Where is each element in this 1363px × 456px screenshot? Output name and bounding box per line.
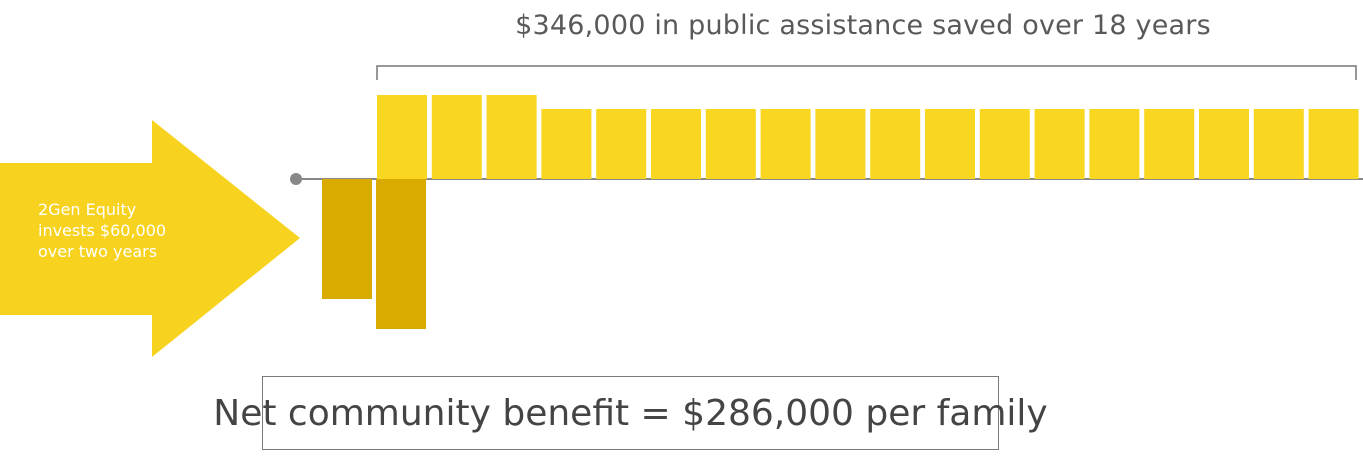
savings-bracket [376, 65, 1357, 80]
savings-bar [815, 109, 866, 179]
arrow-label-line-1: 2Gen Equity [38, 200, 137, 219]
savings-bar [1199, 109, 1249, 179]
savings-bar [760, 109, 811, 179]
savings-bar [596, 109, 647, 179]
investment-bar [322, 179, 372, 299]
savings-bar [925, 109, 975, 179]
baseline-start-dot [290, 173, 302, 185]
chart-headline: $346,000 in public assistance saved over… [515, 10, 1211, 41]
savings-bar [1144, 109, 1195, 179]
bars-group [322, 95, 1359, 329]
savings-bar [486, 95, 537, 179]
investment-bar [376, 179, 426, 329]
savings-bar [541, 109, 592, 179]
arrow-label-line-3: over two years [38, 242, 158, 261]
savings-bar [870, 109, 921, 179]
savings-bar [1034, 109, 1085, 179]
savings-bar [705, 109, 756, 179]
net-benefit-box: Net community benefit = $286,000 per fam… [213, 376, 1048, 450]
arrow-label-line-2: invests $60,000 [38, 221, 167, 240]
savings-bar [1253, 109, 1304, 179]
savings-bar [651, 109, 701, 179]
savings-bar [979, 109, 1030, 179]
savings-bar [1308, 109, 1359, 179]
investment-arrow-shape [0, 120, 300, 357]
savings-bar [431, 95, 482, 179]
arrow-label: 2Gen Equity invests $60,000 over two yea… [38, 199, 248, 262]
savings-bar [377, 95, 427, 179]
savings-bar [1089, 109, 1140, 179]
